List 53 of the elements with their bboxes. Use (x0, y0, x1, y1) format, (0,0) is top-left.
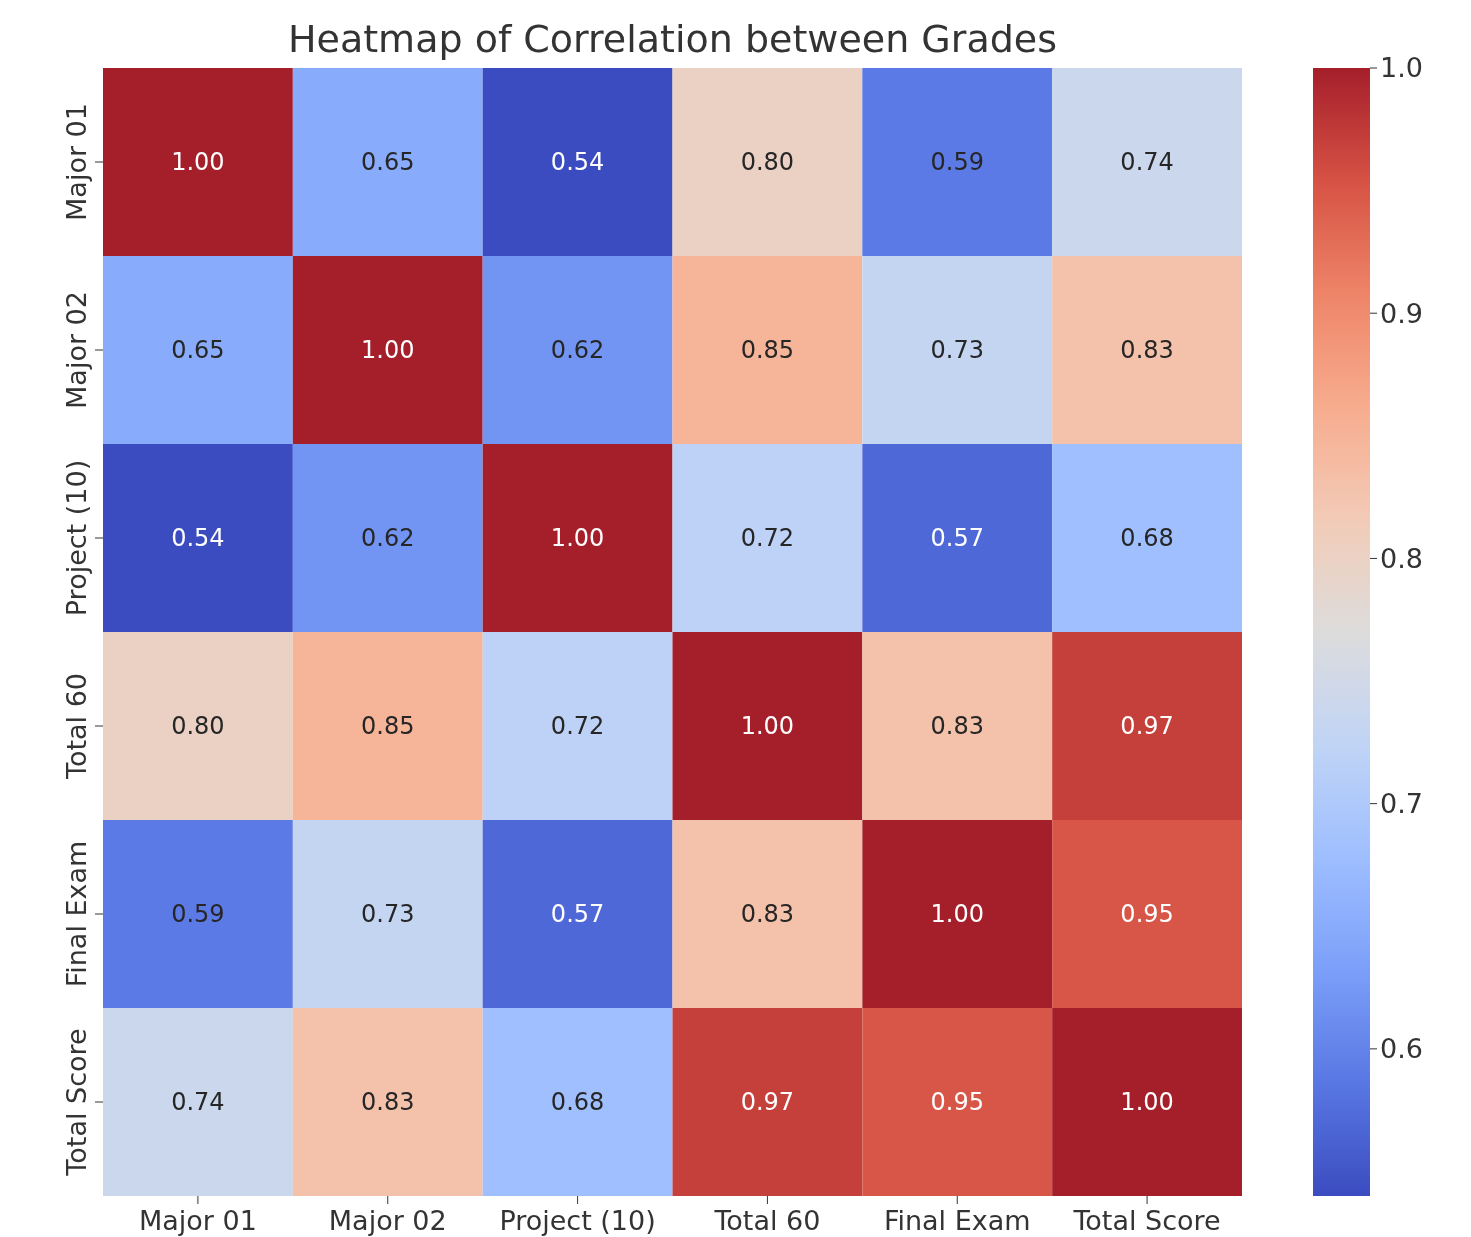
data-label: 0.68 (1120, 524, 1174, 553)
data-label: 0.85 (361, 712, 415, 741)
data-label: 0.73 (930, 336, 984, 365)
chart-title: Heatmap of Correlation between Grades (287, 17, 1058, 61)
data-label: 1.00 (930, 900, 984, 929)
x-tick-label: Final Exam (883, 1205, 1031, 1236)
x-tick-label: Total 60 (713, 1205, 821, 1236)
data-label: 0.80 (740, 148, 795, 177)
data-label: 0.54 (171, 524, 225, 553)
color-bar-label: 0.7 (1380, 788, 1423, 820)
data-label: 0.97 (1120, 712, 1174, 741)
y-tick-label: Major 01 (61, 103, 92, 221)
y-tick-label: Total 60 (61, 673, 92, 780)
data-label: 0.65 (361, 148, 415, 177)
data-label: 1.00 (740, 712, 795, 741)
data-label: 1.00 (1120, 1088, 1174, 1117)
data-label: 0.83 (1120, 336, 1174, 365)
data-label: 0.59 (930, 148, 984, 177)
data-label: 0.95 (1120, 900, 1174, 929)
data-label: 0.73 (361, 900, 415, 929)
color-bar-label: 0.6 (1380, 1033, 1423, 1065)
data-label: 0.68 (550, 1088, 605, 1117)
data-label: 0.97 (740, 1088, 795, 1117)
color-bar-label: 0.8 (1380, 542, 1423, 574)
x-tick-label: Major 02 (328, 1205, 447, 1236)
data-label: 0.83 (740, 900, 795, 929)
data-label: 0.54 (550, 148, 605, 177)
x-tick-label: Total Score (1072, 1205, 1221, 1236)
y-tick-label: Major 02 (61, 291, 92, 409)
data-label: 0.83 (361, 1088, 415, 1117)
data-label: 0.72 (740, 524, 795, 553)
data-label: 0.85 (740, 336, 795, 365)
data-label: 0.57 (550, 900, 605, 929)
data-label: 1.00 (361, 336, 415, 365)
color-bar-label: 0.9 (1380, 297, 1423, 329)
data-label: 0.72 (550, 712, 605, 741)
color-bar-label: 1.0 (1380, 52, 1423, 84)
data-label: 0.62 (361, 524, 415, 553)
y-tick-label: Final Exam (61, 840, 92, 988)
data-label: 0.74 (171, 1088, 225, 1117)
data-label: 0.59 (171, 900, 225, 929)
y-tick-label: Project (10) (61, 459, 92, 617)
data-label: 0.95 (930, 1088, 984, 1117)
x-tick-label: Project (10) (499, 1205, 656, 1236)
data-label: 0.83 (930, 712, 984, 741)
x-tick-label: Major 01 (138, 1205, 257, 1236)
data-label: 0.57 (930, 524, 984, 553)
data-label: 0.80 (171, 712, 225, 741)
data-label: 0.65 (171, 336, 225, 365)
data-label: 0.62 (550, 336, 605, 365)
data-label: 0.74 (1120, 148, 1174, 177)
data-label: 1.00 (550, 524, 605, 553)
data-label: 1.00 (171, 148, 225, 177)
